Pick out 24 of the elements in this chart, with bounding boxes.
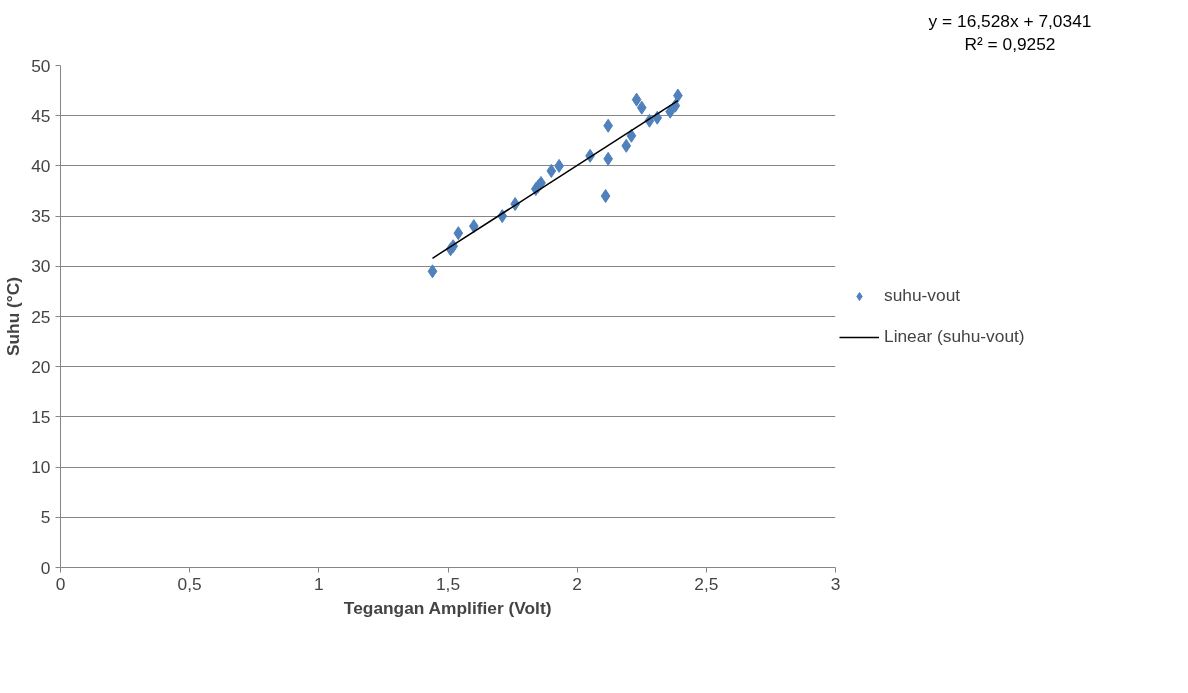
x-tick-label: 3 — [830, 573, 841, 594]
y-tick-label: 20 — [31, 356, 51, 377]
y-tick-label: 15 — [31, 406, 51, 427]
legend-label: Linear (suhu-vout) — [884, 326, 1025, 348]
y-tick-label: 0 — [40, 557, 51, 578]
x-tick-label: 2,5 — [694, 573, 719, 594]
text: R² = 0,9252 — [964, 33, 1056, 54]
y-tick-label: 50 — [31, 55, 51, 76]
x-tick-label: 2 — [572, 573, 582, 594]
x-tick-label: 0,5 — [177, 573, 202, 594]
y-tick-label: 35 — [31, 206, 51, 227]
x-tick-label: 1 — [314, 573, 324, 594]
y-tick-label: 30 — [31, 256, 51, 277]
y-tick-label: 25 — [31, 306, 51, 327]
y-tick-label: 10 — [31, 457, 51, 478]
y-axis-title: Suhu (°C) — [3, 276, 24, 357]
x-tick-label: 0 — [55, 573, 66, 594]
legend-label: suhu-vout — [884, 285, 961, 307]
y-tick-label: 45 — [31, 105, 51, 126]
y-tick-label: 5 — [40, 507, 51, 528]
y-tick-label: 40 — [31, 155, 51, 176]
x-axis-title: Tegangan Amplifier (Volt) — [343, 597, 552, 618]
x-tick-label: 1,5 — [435, 573, 461, 594]
text: y = 16,528x + 7,0341 — [928, 11, 1092, 31]
